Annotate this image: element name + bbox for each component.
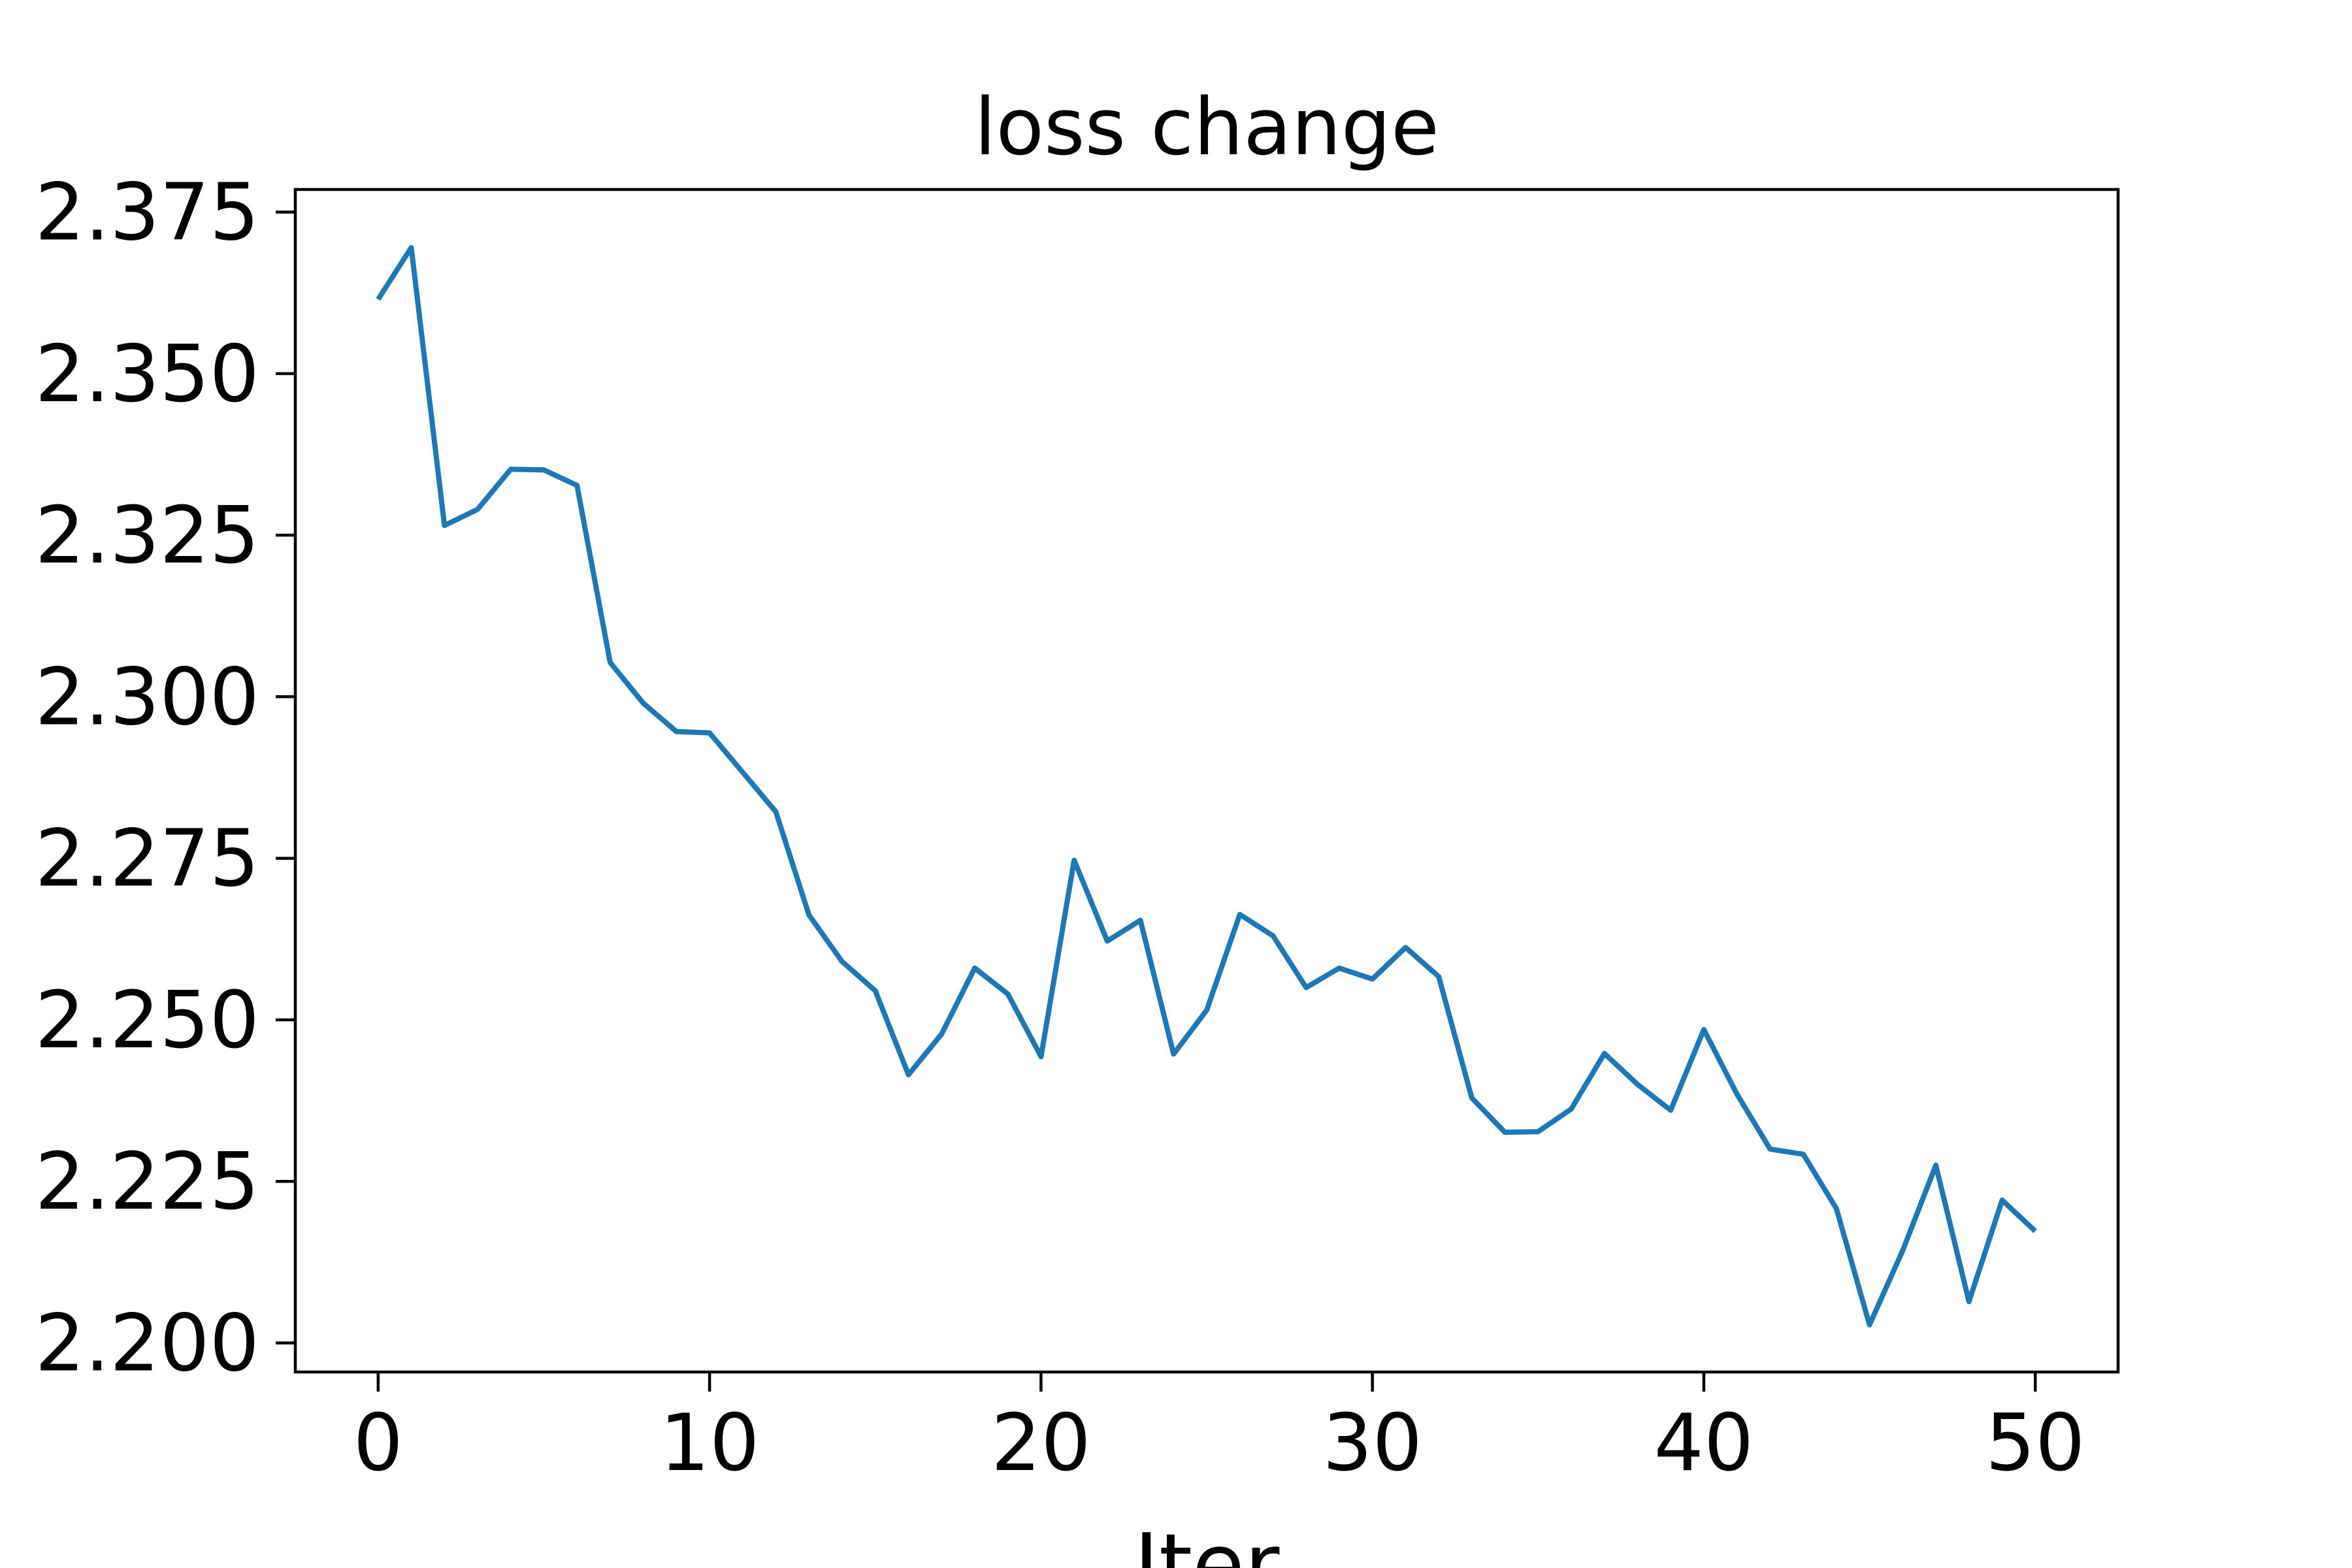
data-point [1869, 1324, 1870, 1325]
data-point [444, 525, 445, 526]
plot-frame [293, 188, 2120, 1374]
x-tick-label: 0 [353, 1398, 403, 1489]
y-tick-label: 2.300 [35, 652, 259, 743]
data-point [1604, 1053, 1605, 1054]
y-tick-label: 2.325 [35, 491, 259, 581]
data-point [842, 961, 843, 962]
data-point [1140, 920, 1141, 921]
data-point [1306, 987, 1307, 988]
y-tick-label: 2.350 [35, 329, 259, 420]
data-point [1405, 947, 1406, 948]
x-tick-label: 20 [991, 1398, 1091, 1489]
data-point [1239, 914, 1240, 915]
data-point [1637, 1084, 1638, 1085]
data-point [1703, 1029, 1704, 1030]
y-tick-label: 2.375 [35, 168, 259, 259]
series-line [376, 245, 2037, 1328]
data-point [577, 485, 578, 486]
y-axis: 2.200 2.225 2.250 2.275 2.300 2.325 2.350 2.375 [35, 168, 295, 1389]
data-point [2035, 1231, 2036, 1232]
data-point [1968, 1301, 1969, 1302]
x-tick-label: 10 [660, 1398, 760, 1489]
chart-title: loss change [974, 82, 1439, 173]
plot-area [376, 245, 2037, 1328]
y-tick-label: 2.275 [35, 814, 259, 905]
data-point [676, 731, 677, 732]
x-tick-label: 30 [1322, 1398, 1422, 1489]
y-tick-label: 2.200 [35, 1298, 259, 1389]
data-point [643, 703, 644, 704]
data-point [742, 772, 743, 773]
x-axis-label: Iter [1134, 1515, 1280, 1568]
data-point [510, 469, 511, 470]
y-tick-label: 2.250 [35, 975, 259, 1066]
data-point [1836, 1208, 1837, 1209]
x-tick-label: 40 [1654, 1398, 1754, 1489]
y-tick-label: 2.225 [35, 1137, 259, 1228]
x-axis: 0 10 20 30 40 50 [353, 1372, 2085, 1489]
x-tick-label: 50 [1985, 1398, 2085, 1489]
